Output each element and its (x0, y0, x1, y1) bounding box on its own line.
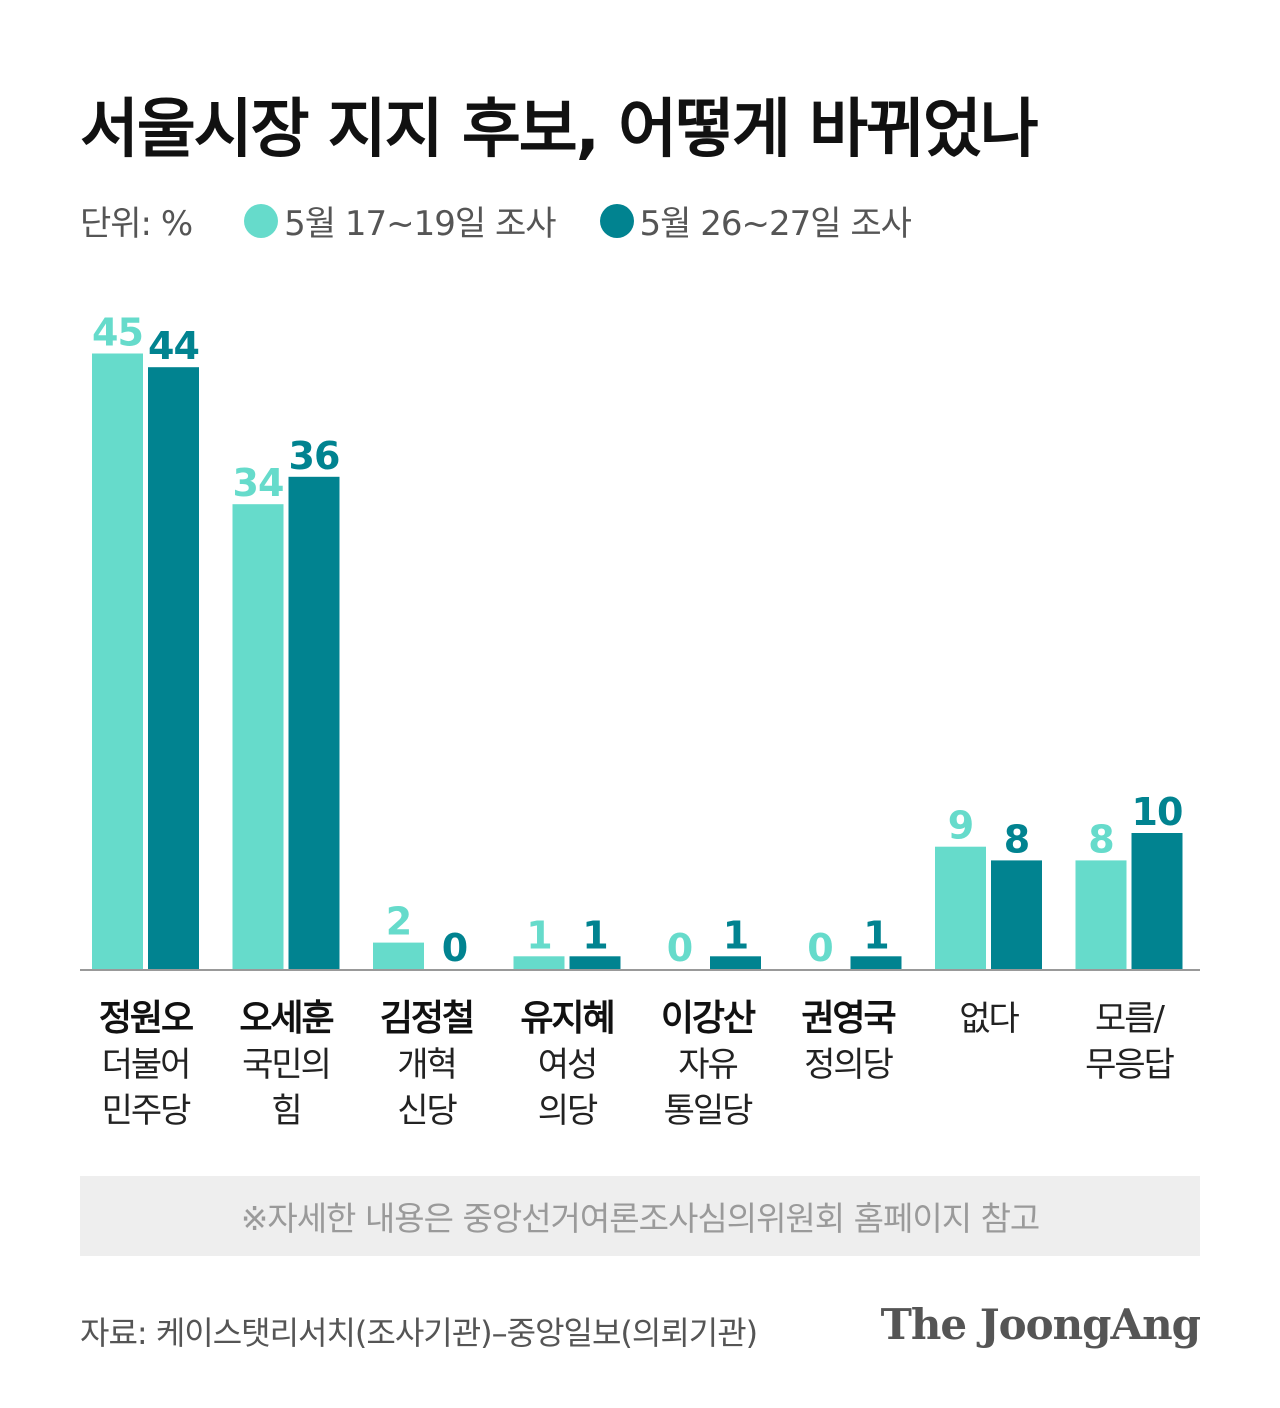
legend-swatch-second-survey (599, 203, 634, 238)
source-text: 자료: 케이스탯리서치(조사기관)–중앙일보(의뢰기관) (80, 1314, 758, 1352)
legend-label-first-survey: 5월 17~19일 조사 (284, 204, 556, 244)
category-party: 국민의 (242, 1045, 330, 1085)
data-label: 44 (148, 324, 199, 368)
bar-second-survey (850, 956, 902, 970)
bar-first-survey (92, 353, 143, 970)
bar-first-survey (1075, 860, 1127, 970)
legend-swatch-first-survey (244, 203, 279, 238)
data-label: 36 (289, 434, 340, 478)
bar-first-survey (232, 504, 284, 970)
category-party: 민주당 (102, 1091, 192, 1131)
category-name: 정원오 (99, 998, 193, 1039)
category-name: 김정철 (380, 998, 473, 1039)
chart-title: 서울시장 지지 후보, 어떻게 바뀌었나 (80, 93, 1039, 167)
legend-label-second-survey: 5월 26~27일 조사 (639, 204, 912, 244)
bar-second-survey (710, 956, 761, 970)
category-party: 없다 (959, 999, 1019, 1039)
bar-first-survey (373, 942, 424, 970)
category-party: 통일당 (664, 1091, 754, 1131)
data-label: 1 (723, 913, 748, 957)
data-label: 1 (582, 913, 607, 957)
bar-second-survey (288, 476, 340, 970)
category-party: 정의당 (804, 1045, 894, 1085)
data-label: 1 (526, 913, 551, 957)
category-party: 개혁 (397, 1045, 456, 1085)
publisher-logo: The JoongAng (880, 1300, 1201, 1349)
data-label: 34 (233, 461, 284, 505)
data-label: 0 (442, 926, 467, 970)
legend-item-first-survey: 5월 17~19일 조사 (244, 196, 557, 245)
category-name: 오세훈 (239, 998, 333, 1039)
category-party: 여성 (538, 1045, 597, 1085)
bar-first-survey (513, 956, 565, 970)
data-label: 8 (1088, 817, 1113, 861)
bar-second-survey (148, 367, 199, 970)
category-name: 권영국 (801, 998, 895, 1039)
data-label: 0 (807, 926, 832, 970)
legend: 단위: % 5월 17~19일 조사 5월 26~27일 조사 (80, 196, 955, 245)
bar-second-survey (569, 956, 621, 970)
bar-second-survey (991, 860, 1042, 970)
note-box: ※자세한 내용은 중앙선거여론조사심의위원회 홈페이지 참고 (80, 1176, 1200, 1256)
category-party: 힘 (271, 1091, 300, 1131)
data-label: 45 (92, 311, 143, 355)
category-party: 더불어 (102, 1045, 190, 1085)
data-label: 8 (1004, 817, 1029, 861)
data-label: 0 (667, 926, 692, 970)
data-label: 10 (1132, 790, 1183, 834)
data-label: 1 (863, 913, 888, 957)
category-party: 무응답 (1085, 1045, 1175, 1085)
category-party: 의당 (538, 1091, 598, 1131)
data-label: 9 (948, 804, 973, 848)
legend-item-second-survey: 5월 26~27일 조사 (599, 196, 912, 245)
category-party: 자유 (678, 1045, 737, 1085)
unit-label: 단위: % (80, 204, 193, 244)
category-name: 유지혜 (520, 998, 613, 1039)
data-label: 2 (386, 900, 411, 944)
category-party: 신당 (397, 1091, 457, 1131)
category-name: 이강산 (661, 998, 756, 1039)
bar-second-survey (1131, 833, 1183, 970)
note-text: ※자세한 내용은 중앙선거여론조사심의위원회 홈페이지 참고 (240, 1199, 1041, 1238)
bar-first-survey (935, 846, 986, 970)
category-party: 모름/ (1095, 999, 1166, 1039)
